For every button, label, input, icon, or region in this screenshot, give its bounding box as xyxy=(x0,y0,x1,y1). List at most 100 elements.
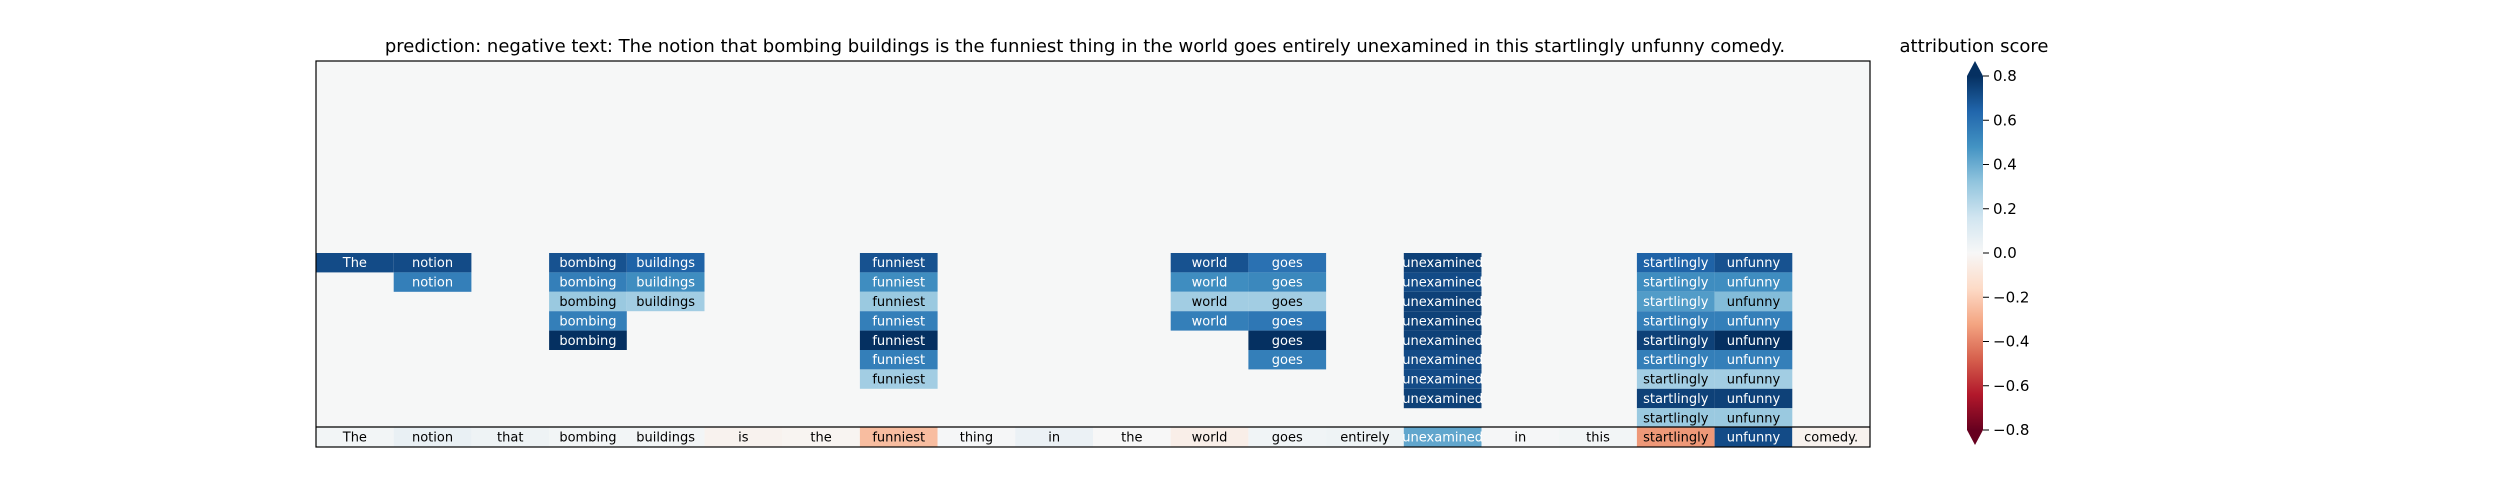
colorbar-tick-label: 0.2 xyxy=(1993,200,2017,218)
heatmap-cell-label: startlingly xyxy=(1643,411,1709,426)
heatmap-cell xyxy=(393,253,472,273)
heatmap-cell xyxy=(1403,330,1482,350)
heatmap-cell-label: goes xyxy=(1272,295,1303,310)
heatmap-cell xyxy=(1714,291,1793,312)
colorbar-tick-label: −0.4 xyxy=(1993,333,2029,351)
heatmap-cell-label: startlingly xyxy=(1643,373,1709,388)
token-cell xyxy=(1015,427,1093,447)
heatmap-cell-label: funniest xyxy=(872,314,925,329)
token-label: notion xyxy=(412,431,453,446)
heatmap-cell xyxy=(1248,272,1327,292)
heatmap-cell-label: world xyxy=(1192,256,1228,271)
heatmap-cell xyxy=(859,311,938,331)
heatmap-cell xyxy=(1403,369,1482,389)
heatmap-cell-label: startlingly xyxy=(1643,295,1709,310)
heatmap-cell xyxy=(1248,253,1327,273)
heatmap-cell-label: bombing xyxy=(559,334,616,349)
colorbar-tick-label: 0.6 xyxy=(1993,111,2017,129)
heatmap-cell xyxy=(1170,253,1249,273)
heatmap-cell xyxy=(549,291,627,312)
heatmap-cell-label: unfunny xyxy=(1727,276,1781,291)
token-row: The notion that bombing buildings is the funnie… xyxy=(316,427,1870,447)
heatmap-cell xyxy=(1636,253,1715,273)
token-label: the xyxy=(810,431,831,446)
colorbar-tick-label: 0.4 xyxy=(1993,156,2017,174)
heatmap-cell xyxy=(393,272,472,292)
token-label: The xyxy=(342,431,367,446)
heatmap-cell xyxy=(1714,253,1793,273)
token-label: startlingly xyxy=(1643,431,1709,446)
heatmap-cell-label: goes xyxy=(1272,353,1303,368)
token-cell xyxy=(1403,427,1482,447)
heatmap-cell-label: world xyxy=(1192,314,1228,329)
colorbar-min-extension xyxy=(1967,430,1983,445)
heatmap-cell-label: unfunny xyxy=(1727,373,1781,388)
heatmap-cell-label: unexamined xyxy=(1402,353,1483,368)
heatmap-cell-label: startlingly xyxy=(1643,256,1709,271)
heatmap-cell xyxy=(1170,311,1249,331)
token-cell xyxy=(1636,427,1715,447)
heatmap-cell xyxy=(1714,330,1793,350)
heatmap-cell-label: unexamined xyxy=(1402,392,1483,407)
heatmap-cell-label: bombing xyxy=(559,314,616,329)
heatmap-cell xyxy=(859,350,938,370)
heatmap-cell xyxy=(1403,311,1482,331)
heatmap-cell-label: funniest xyxy=(872,256,925,271)
heatmap-cell-label: goes xyxy=(1272,334,1303,349)
heatmap-cell-label: startlingly xyxy=(1643,353,1709,368)
token-label: world xyxy=(1192,431,1228,446)
heatmap-cell xyxy=(1714,369,1793,389)
token-label: thing xyxy=(960,431,993,446)
token-label: unexamined xyxy=(1402,431,1483,446)
token-cell xyxy=(1559,427,1637,447)
heatmap-cell xyxy=(1714,388,1793,409)
heatmap-cell-label: buildings xyxy=(636,295,695,310)
chart-title: prediction: negative text: The notion th… xyxy=(385,36,1785,57)
heatmap-cell-label: unfunny xyxy=(1727,353,1781,368)
heatmap-cell-label: goes xyxy=(1272,314,1303,329)
heatmap-cell-label: bombing xyxy=(559,276,616,291)
token-label: funniest xyxy=(872,431,925,446)
token-cell xyxy=(1792,427,1870,447)
heatmap-cell xyxy=(859,330,938,350)
token-label: the xyxy=(1121,431,1142,446)
heatmap-cell-label: buildings xyxy=(636,256,695,271)
token-cell xyxy=(471,427,550,447)
token-cell xyxy=(782,427,860,447)
heatmap-cell xyxy=(549,311,627,331)
token-label: in xyxy=(1048,431,1060,446)
heatmap-cell xyxy=(1636,408,1715,428)
heatmap-cell xyxy=(626,272,705,292)
token-cell xyxy=(1326,427,1404,447)
token-label: in xyxy=(1514,431,1526,446)
colorbar-tick-label: 0.0 xyxy=(1993,244,2017,262)
heatmap-cell-label: startlingly xyxy=(1643,314,1709,329)
heatmap-cell-label: unexamined xyxy=(1402,276,1483,291)
heatmap-cell xyxy=(549,253,627,273)
heatmap-cell xyxy=(626,291,705,312)
heatmap-cell xyxy=(859,291,938,312)
token-cell xyxy=(626,427,705,447)
heatmap-cell xyxy=(1170,291,1249,312)
heatmap-cell xyxy=(1248,291,1327,312)
token-label: unfunny xyxy=(1727,431,1781,446)
heatmap-cell xyxy=(859,369,938,389)
heatmap-cell xyxy=(1248,311,1327,331)
token-cell xyxy=(704,427,783,447)
heatmap-cell-label: bombing xyxy=(559,295,616,310)
heatmap-cell-label: startlingly xyxy=(1643,334,1709,349)
heatmap-cell xyxy=(1636,350,1715,370)
heatmap-cell-label: goes xyxy=(1272,276,1303,291)
heatmap-cell-label: unexamined xyxy=(1402,373,1483,388)
heatmap-cell xyxy=(1636,311,1715,331)
heatmap-cell xyxy=(1636,369,1715,389)
colorbar-tick-label: −0.8 xyxy=(1993,421,2029,439)
heatmap-cell-label: unexamined xyxy=(1402,295,1483,310)
heatmap-cell xyxy=(1248,350,1327,370)
heatmap-cell xyxy=(859,253,938,273)
heatmap-cell-label: funniest xyxy=(872,334,925,349)
heatmap-cell-label: bombing xyxy=(559,256,616,271)
token-cell xyxy=(1248,427,1327,447)
heatmap-cell xyxy=(1714,350,1793,370)
